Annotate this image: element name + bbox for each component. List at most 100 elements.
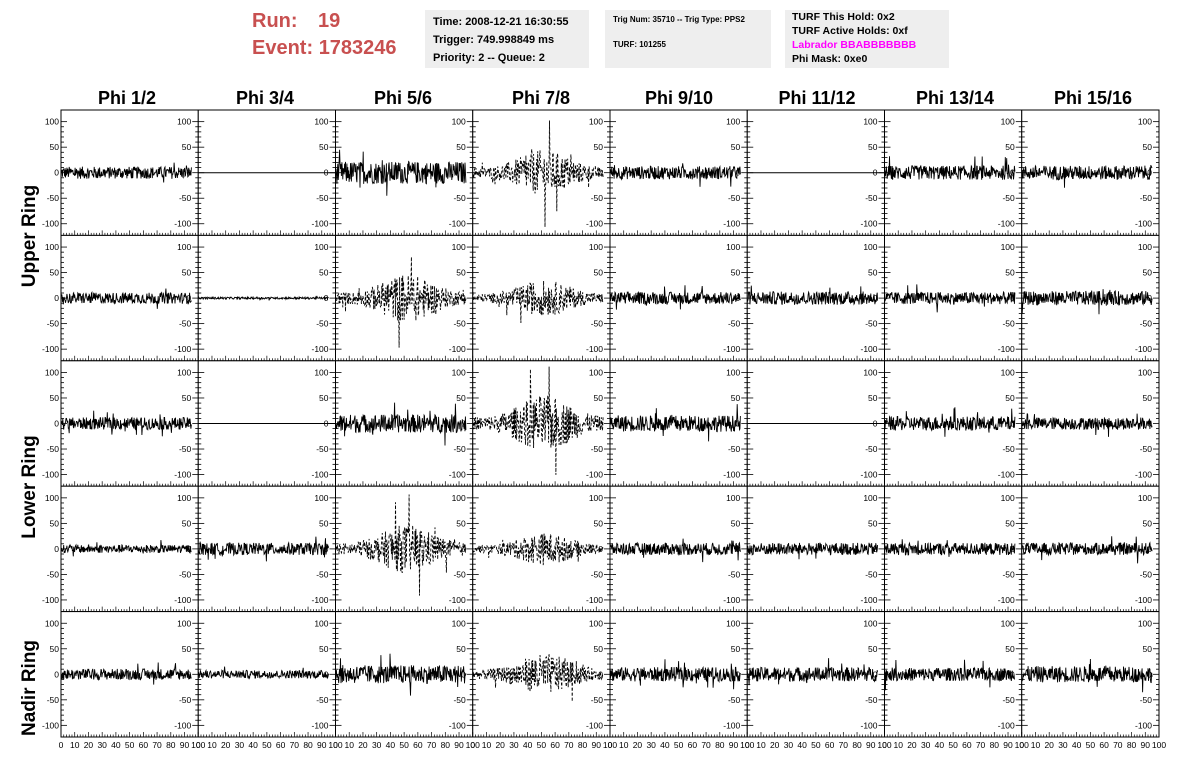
x-tick-label: 10 xyxy=(344,740,354,750)
y-tick-label: 50 xyxy=(594,644,604,654)
waveform-panel-r1-c4: -100 -50 0 50 100 xyxy=(472,109,611,236)
x-tick-label: 60 xyxy=(1099,740,1109,750)
x-tick-label: 50 xyxy=(399,740,409,750)
y-tick-label: 50 xyxy=(319,268,329,278)
y-tick-label: -50 xyxy=(591,444,604,454)
y-tick-label: -50 xyxy=(728,319,741,329)
time-text: Time: 2008-12-21 16:30:55 xyxy=(433,16,569,28)
x-tick-label: 0 xyxy=(608,740,613,750)
event-line: Event: 1783246 xyxy=(252,35,417,62)
y-tick-label: 100 xyxy=(726,367,740,377)
y-tick-label: -50 xyxy=(316,444,329,454)
y-tick-label: -100 xyxy=(449,720,466,730)
y-tick-label: 100 xyxy=(177,117,191,127)
y-tick-label: 50 xyxy=(594,142,604,152)
trig-info-box: Trig Num: 35710 -- Trig Type: PPS2 TURF:… xyxy=(605,10,771,68)
y-tick-label: -50 xyxy=(1002,695,1015,705)
y-tick-label: 100 xyxy=(177,367,191,377)
y-tick-label: -100 xyxy=(860,720,877,730)
x-tick-label: 30 xyxy=(97,740,107,750)
waveform-line xyxy=(609,285,741,310)
y-tick-label: -100 xyxy=(998,344,1015,354)
y-tick-label: 100 xyxy=(1138,367,1152,377)
y-tick-label: 100 xyxy=(177,493,191,503)
y-tick-label: -100 xyxy=(1135,470,1152,480)
waveform-line xyxy=(472,533,604,566)
y-tick-label: -100 xyxy=(1135,219,1152,229)
y-tick-label: 0 xyxy=(1147,544,1152,554)
waveform-line xyxy=(60,540,192,557)
x-tick-label: 90 xyxy=(1003,740,1013,750)
trig-num-text: Trig Num: 35710 -- Trig Type: PPS2 xyxy=(613,15,745,24)
y-tick-label: 0 xyxy=(873,293,878,303)
y-tick-label: 100 xyxy=(863,493,877,503)
y-tick-label: 50 xyxy=(1143,644,1153,654)
y-tick-label: 50 xyxy=(182,393,192,403)
waveform-panel-r3-c7: -100 -50 0 50 100 xyxy=(884,360,1023,487)
x-tick-label: 0 xyxy=(470,740,475,750)
waveform-line xyxy=(197,295,329,301)
x-tick-label: 90 xyxy=(729,740,739,750)
phi-header-6: Phi 11/12 xyxy=(778,88,856,108)
x-tick-label: 30 xyxy=(235,740,245,750)
waveform-line xyxy=(335,149,467,196)
x-tick-label: 60 xyxy=(413,740,423,750)
y-tick-label: -100 xyxy=(174,219,191,229)
y-tick-label: 100 xyxy=(726,242,740,252)
y-tick-label: 100 xyxy=(589,493,603,503)
y-tick-label: -100 xyxy=(586,720,603,730)
priority-text: Priority: 2 -- Queue: 2 xyxy=(433,52,545,64)
waveform-line xyxy=(610,404,741,442)
x-tick-label: 50 xyxy=(674,740,684,750)
x-tick-label: 100 xyxy=(1152,740,1166,750)
y-tick-label: -50 xyxy=(728,569,741,579)
y-tick-label: 100 xyxy=(863,367,877,377)
y-tick-label: 100 xyxy=(1138,618,1152,628)
y-tick-label: -50 xyxy=(591,695,604,705)
y-tick-label: 50 xyxy=(731,393,741,403)
y-tick-label: 100 xyxy=(1001,117,1015,127)
x-tick-label: 10 xyxy=(619,740,629,750)
x-tick-label: 50 xyxy=(948,740,958,750)
y-tick-label: -50 xyxy=(1002,319,1015,329)
y-tick-label: -100 xyxy=(174,720,191,730)
y-tick-label: 100 xyxy=(863,618,877,628)
y-tick-label: 50 xyxy=(182,142,192,152)
waveform-line xyxy=(1021,164,1153,188)
y-tick-label-outer: -50 xyxy=(47,569,60,579)
y-tick-label: 100 xyxy=(589,367,603,377)
y-tick-label: 50 xyxy=(1005,268,1015,278)
y-tick-label: 100 xyxy=(452,493,466,503)
y-tick-label: -100 xyxy=(174,595,191,605)
x-tick-label: 70 xyxy=(839,740,849,750)
x-tick-label: 100 xyxy=(740,740,754,750)
y-tick-label: -100 xyxy=(860,219,877,229)
y-tick-label: -100 xyxy=(311,595,328,605)
x-tick-label: 90 xyxy=(866,740,876,750)
waveform-line xyxy=(884,156,1016,180)
y-tick-label-outer: -100 xyxy=(42,720,59,730)
y-tick-label: 50 xyxy=(1005,393,1015,403)
waveform-line xyxy=(472,366,604,475)
y-tick-label-outer: -50 xyxy=(47,319,60,329)
y-tick-label: 100 xyxy=(726,117,740,127)
x-tick-label: 40 xyxy=(660,740,670,750)
waveform-panel-r2-c2: -100 -50 0 50 100 xyxy=(197,234,336,362)
y-tick-label: 100 xyxy=(452,117,466,127)
x-tick-label: 100 xyxy=(191,740,205,750)
phi-header-7: Phi 13/14 xyxy=(915,88,995,108)
x-tick-label: 20 xyxy=(84,740,94,750)
y-tick-label: 50 xyxy=(182,518,192,528)
y-tick-label: -50 xyxy=(728,444,741,454)
x-tick-label: 30 xyxy=(646,740,656,750)
y-tick-label: 100 xyxy=(314,493,328,503)
y-tick-label: 100 xyxy=(863,242,877,252)
x-tick-label: 80 xyxy=(303,740,313,750)
x-tick-label: 80 xyxy=(441,740,451,750)
